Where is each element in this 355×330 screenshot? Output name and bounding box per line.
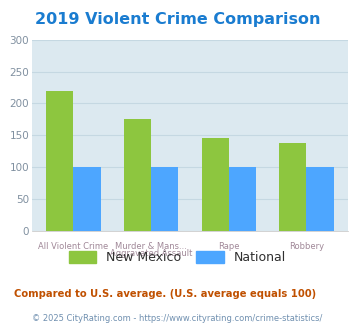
Bar: [279, 143, 306, 231]
Bar: [124, 119, 151, 231]
Text: Murder & Mans...: Murder & Mans...: [115, 243, 187, 251]
Bar: [73, 167, 101, 231]
Text: All Violent Crime: All Violent Crime: [38, 243, 109, 251]
Bar: [202, 138, 229, 231]
Text: Compared to U.S. average. (U.S. average equals 100): Compared to U.S. average. (U.S. average …: [14, 289, 316, 299]
Text: © 2025 CityRating.com - https://www.cityrating.com/crime-statistics/: © 2025 CityRating.com - https://www.city…: [32, 314, 323, 323]
Legend: New Mexico, National: New Mexico, National: [64, 246, 291, 269]
Text: Rape: Rape: [218, 243, 240, 251]
Bar: [229, 167, 256, 231]
Bar: [46, 91, 73, 231]
Bar: [306, 167, 334, 231]
Text: Robbery: Robbery: [289, 243, 324, 251]
Text: 2019 Violent Crime Comparison: 2019 Violent Crime Comparison: [35, 12, 320, 26]
Text: Aggravated Assault: Aggravated Assault: [110, 249, 192, 258]
Bar: [151, 167, 178, 231]
